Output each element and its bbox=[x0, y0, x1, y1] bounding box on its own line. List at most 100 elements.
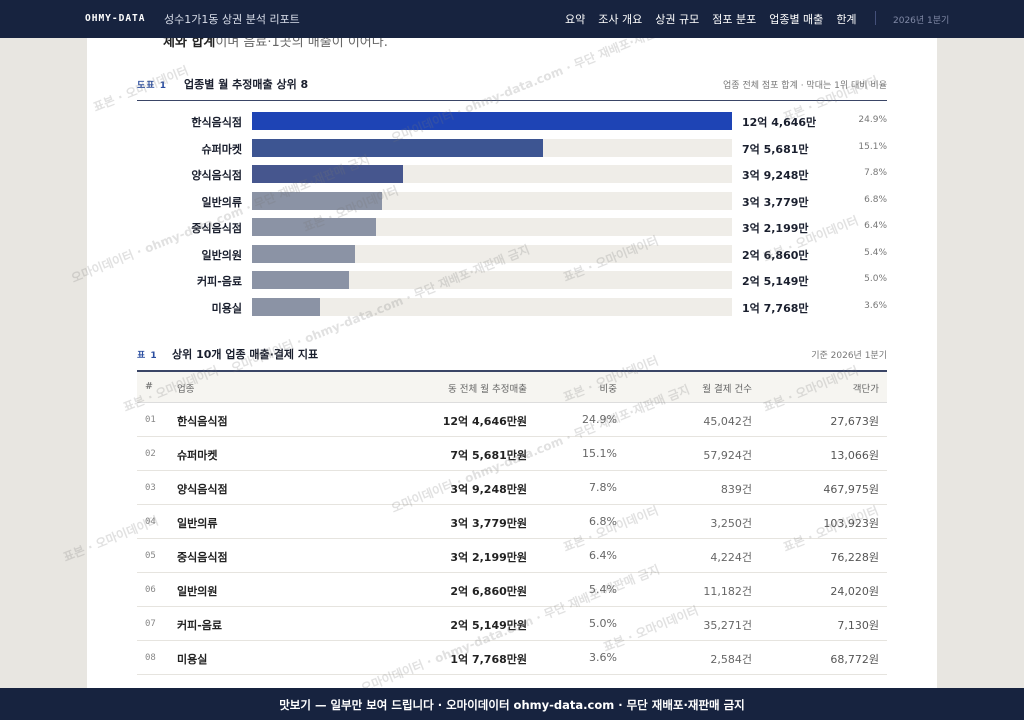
row-count: 57,924건 bbox=[703, 449, 752, 462]
row-avg: 24,020원 bbox=[830, 585, 879, 598]
bar-track bbox=[252, 218, 732, 236]
bar-share-label: 15.1% bbox=[858, 141, 887, 152]
bar-share-label: 5.4% bbox=[864, 247, 887, 258]
bar-row: 일반의류 3억 3,779만 6.8% bbox=[137, 191, 887, 212]
row-avg: 13,066원 bbox=[830, 449, 879, 462]
row-sales: 2억 5,149만원 bbox=[450, 619, 527, 632]
nav-item-sales-by-industry[interactable]: 업종별 매출 bbox=[769, 13, 824, 26]
nav-item-market-size[interactable]: 상권 규모 bbox=[655, 13, 700, 26]
row-industry: 일반의원 bbox=[177, 585, 218, 598]
row-rank: 03 bbox=[145, 483, 156, 493]
bar-row: 미용실 1억 7,768만 3.6% bbox=[137, 297, 887, 318]
row-count: 35,271건 bbox=[703, 619, 752, 632]
figure-tag: 도표 1 bbox=[137, 81, 167, 91]
bar-category-label: 커피-음료 bbox=[196, 275, 242, 288]
intro-paragraph-cut: 체와 합계이며 음료·1곳의 매출이 이어다. bbox=[163, 38, 388, 50]
table-row: 03 양식음식점 3억 9,248만원 7.8% 839건 467,975원 bbox=[137, 471, 887, 505]
bar-category-label: 일반의원 bbox=[201, 248, 242, 262]
bar-track bbox=[252, 297, 732, 316]
bar-value-label: 3억 3,779만 bbox=[742, 195, 809, 209]
row-industry: 중식음식점 bbox=[177, 551, 228, 564]
metrics-table: # 업종 동 전체 월 추정매출 비중 월 결제 건수 객단가 01 한식음식점 1… bbox=[137, 372, 887, 675]
nav-item-summary[interactable]: 요약 bbox=[565, 13, 586, 26]
table-row: 06 일반의원 2억 6,860만원 5.4% 11,182건 24,020원 bbox=[137, 573, 887, 607]
table-body: 01 한식음식점 12억 4,646만원 24.9% 45,042건 27,673원 02 슈… bbox=[137, 403, 887, 675]
bar bbox=[252, 165, 404, 183]
table-row: 04 일반의류 3억 3,779만원 6.8% 3,250건 103,923원 bbox=[137, 505, 887, 539]
row-count: 3,250건 bbox=[710, 517, 752, 530]
period-label: 2026년 1분기 bbox=[893, 16, 950, 26]
table-row: 08 미용실 1억 7,768만원 3.6% 2,584건 68,772원 bbox=[137, 641, 887, 675]
bar-share-label: 3.6% bbox=[864, 300, 887, 311]
top-nav-bar: OHMY-DATA 성수1가1동 상권 분석 리포트 요약 조사 개요 상권 규… bbox=[0, 0, 1024, 38]
bar-value-label: 2억 6,860만 bbox=[742, 248, 809, 262]
table-note: 기준 2026년 1분기 bbox=[811, 351, 887, 361]
figure-title: 업종별 월 추정매출 상위 8 bbox=[184, 78, 309, 91]
row-industry: 커피-음료 bbox=[177, 619, 223, 632]
preview-banner: 맛보기 — 일부만 보여 드립니다 · 오마이데이터 ohmy-data.com… bbox=[0, 688, 1024, 720]
bar-share-label: 6.4% bbox=[864, 221, 887, 231]
table-row: 02 슈퍼마켓 7억 5,681만원 15.1% 57,924건 13,066원 bbox=[137, 437, 887, 471]
bar bbox=[252, 271, 349, 289]
figure-note: 업종 전체 점포 합계 · 막대는 1위 대비 비율 bbox=[723, 81, 887, 91]
bar-category-label: 중식음식점 bbox=[191, 222, 242, 235]
bar-track bbox=[252, 191, 732, 210]
row-share: 5.0% bbox=[589, 617, 617, 630]
row-industry: 미용실 bbox=[177, 653, 208, 666]
preview-banner-text: 맛보기 — 일부만 보여 드립니다 · 오마이데이터 ohmy-data.com… bbox=[279, 698, 745, 712]
row-industry: 한식음식점 bbox=[177, 415, 228, 428]
table-column-headers: # 업종 동 전체 월 추정매출 비중 월 결제 건수 객단가 bbox=[137, 372, 887, 403]
bar bbox=[252, 138, 544, 157]
bar-share-label: 5.0% bbox=[864, 274, 887, 284]
row-avg: 27,673원 bbox=[830, 415, 879, 428]
bar-row: 일반의원 2억 6,860만 5.4% bbox=[137, 244, 887, 265]
bar-row: 한식음식점 12억 4,646만 24.9% bbox=[137, 112, 887, 132]
bar bbox=[252, 191, 383, 210]
row-share: 6.8% bbox=[589, 515, 617, 528]
bar-share-label: 24.9% bbox=[858, 115, 887, 125]
row-sales: 3억 2,199만원 bbox=[450, 551, 527, 564]
bar-track bbox=[252, 165, 732, 183]
intro-bold-text: 체와 합계 bbox=[163, 38, 216, 50]
row-avg: 467,975원 bbox=[823, 483, 879, 496]
row-rank: 02 bbox=[145, 449, 156, 459]
nav-divider bbox=[875, 11, 876, 25]
bar-row: 커피-음료 2억 5,149만 5.0% bbox=[137, 271, 887, 291]
bar-share-label: 6.8% bbox=[864, 194, 887, 205]
row-sales: 3억 9,248만원 bbox=[450, 483, 527, 496]
row-share: 7.8% bbox=[589, 481, 617, 494]
col-header-count: 월 결제 건수 bbox=[702, 384, 752, 395]
bar-category-label: 슈퍼마켓 bbox=[201, 142, 242, 156]
row-count: 839건 bbox=[720, 483, 752, 496]
bar-track bbox=[252, 138, 732, 157]
brand-logo[interactable]: OHMY-DATA bbox=[85, 13, 146, 24]
nav-item-limitations[interactable]: 한계 bbox=[836, 13, 857, 26]
bar-track bbox=[252, 112, 732, 130]
bar bbox=[252, 218, 376, 236]
nav-item-store-distribution[interactable]: 점포 분포 bbox=[712, 13, 757, 26]
bar-row: 슈퍼마켓 7억 5,681만 15.1% bbox=[137, 138, 887, 159]
row-avg: 76,228원 bbox=[830, 551, 879, 564]
report-title: 성수1가1동 상권 분석 리포트 bbox=[164, 13, 300, 26]
row-sales: 1억 7,768만원 bbox=[450, 653, 527, 666]
col-header-rank: # bbox=[145, 381, 153, 392]
row-count: 2,584건 bbox=[710, 653, 752, 666]
row-rank: 08 bbox=[145, 653, 156, 663]
bar bbox=[252, 244, 356, 263]
col-header-avg: 객단가 bbox=[852, 384, 879, 395]
row-industry: 일반의류 bbox=[177, 517, 218, 530]
row-share: 24.9% bbox=[582, 413, 617, 426]
nav-item-overview[interactable]: 조사 개요 bbox=[598, 13, 643, 26]
row-sales: 12억 4,646만원 bbox=[442, 415, 527, 428]
row-sales: 3억 3,779만원 bbox=[450, 517, 527, 530]
bar-category-label: 일반의류 bbox=[201, 195, 242, 209]
bar-row: 중식음식점 3억 2,199만 6.4% bbox=[137, 218, 887, 238]
bar bbox=[252, 297, 321, 316]
col-header-share: 비중 bbox=[599, 384, 617, 395]
row-share: 15.1% bbox=[582, 447, 617, 460]
sales-bar-chart: 한식음식점 12억 4,646만 24.9% 슈퍼마켓 7억 5,681만 15.1% 양식… bbox=[137, 112, 887, 322]
row-sales: 2억 6,860만원 bbox=[450, 585, 527, 598]
row-count: 11,182건 bbox=[703, 585, 752, 598]
row-count: 45,042건 bbox=[703, 415, 752, 428]
section-nav: 요약 조사 개요 상권 규모 점포 분포 업종별 매출 한계 bbox=[565, 11, 857, 27]
